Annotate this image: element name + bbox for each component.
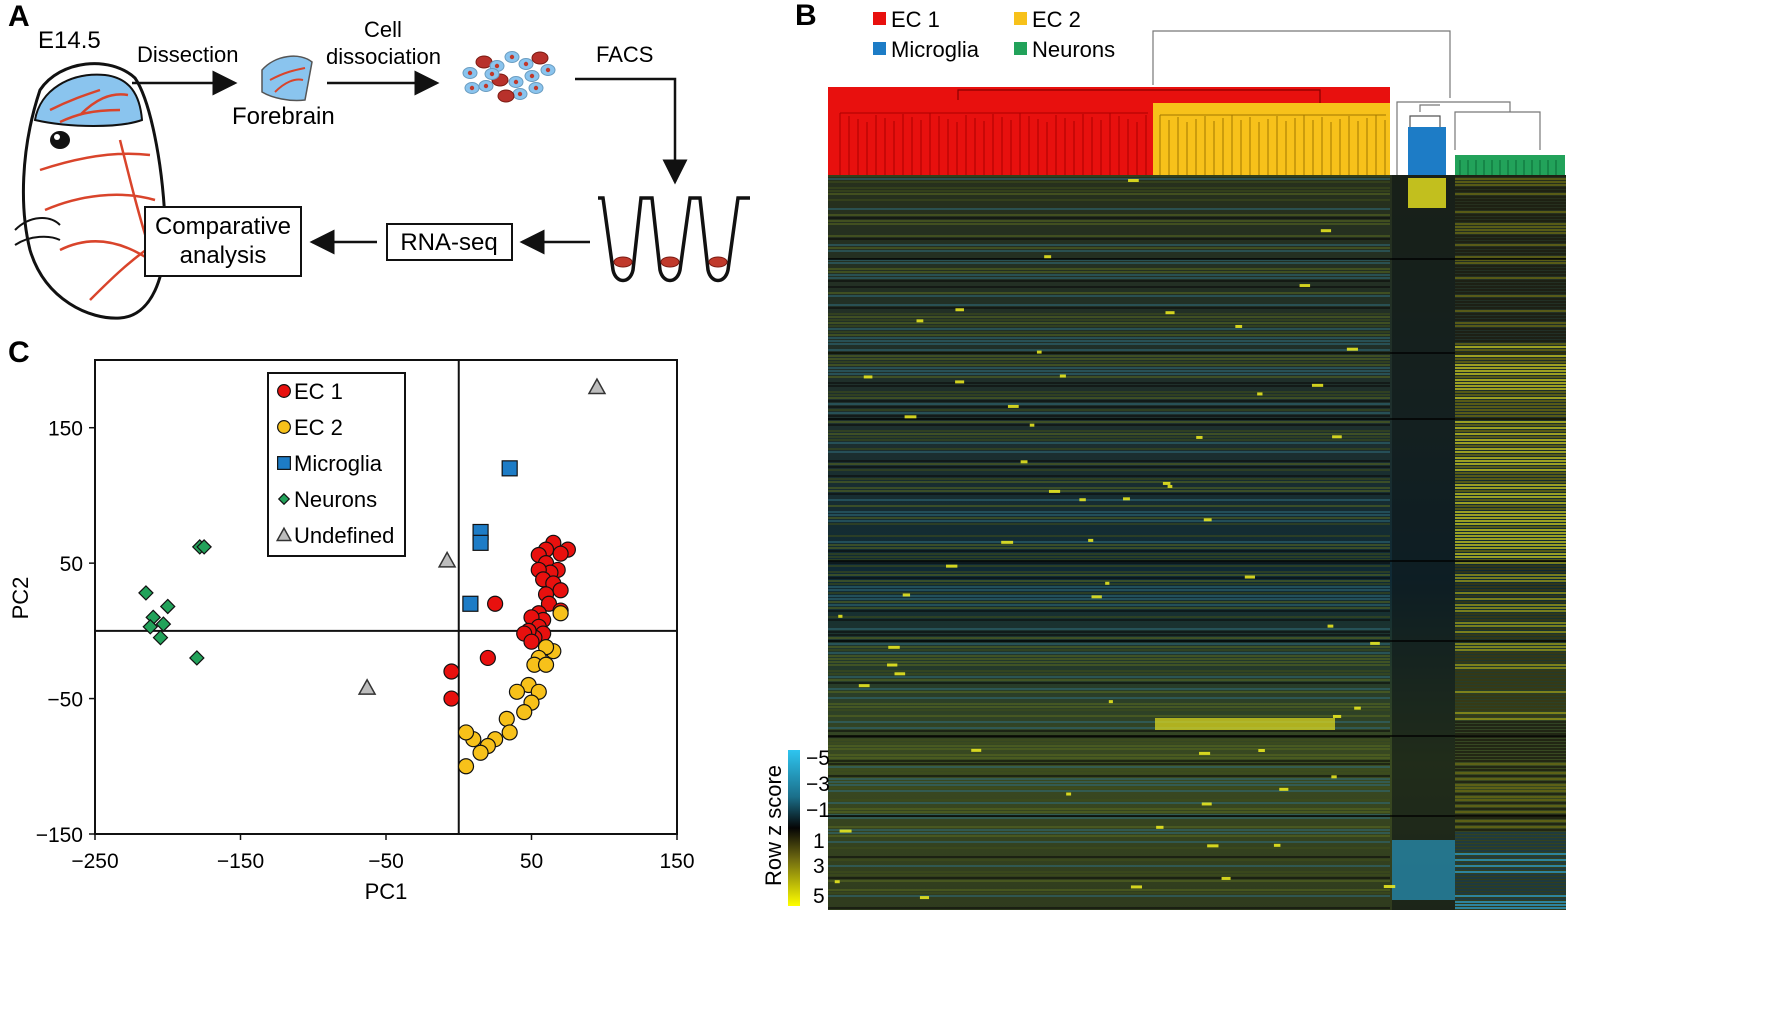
comparative-label-line1: Comparative bbox=[155, 213, 291, 240]
dendrogram-ec2-cluster-block bbox=[1153, 103, 1390, 175]
legend-marker-microglia bbox=[277, 456, 291, 470]
x-axis-label: PC1 bbox=[365, 879, 408, 904]
point-ec-1 bbox=[552, 545, 569, 562]
colorbar-tick: 5 bbox=[813, 885, 825, 908]
y-axis-label: PC2 bbox=[8, 577, 33, 620]
legend-label-undefined: Undefined bbox=[294, 523, 394, 548]
legend-swatch-ec1 bbox=[873, 12, 886, 25]
step-dissection-label: Dissection bbox=[137, 42, 238, 67]
point-neurons bbox=[152, 629, 169, 646]
point-neurons bbox=[142, 618, 159, 635]
comparative-label-line2: analysis bbox=[180, 242, 267, 269]
panel-a-letter: A bbox=[8, 0, 30, 33]
heatmap bbox=[828, 175, 1566, 910]
heatmap-legend: EC 1 EC 2 Microglia Neurons bbox=[873, 7, 1115, 62]
colorbar-title: Row z score bbox=[761, 765, 786, 886]
legend-swatch-neurons bbox=[1014, 42, 1027, 55]
point-neurons bbox=[159, 598, 176, 615]
legend-label-ec1: EC 1 bbox=[891, 7, 940, 32]
rnaseq-label: RNA-seq bbox=[400, 229, 497, 256]
step-cell-label-line2: dissociation bbox=[326, 44, 441, 69]
colorbar: Row z score −5 −3 −1 1 3 5 bbox=[761, 747, 830, 908]
legend-label-microglia: Microglia bbox=[891, 37, 980, 62]
colorbar-tick: 1 bbox=[813, 830, 825, 853]
panel-b-letter: B bbox=[795, 0, 817, 32]
legend-label-ec-2: EC 2 bbox=[294, 415, 343, 440]
panel-a: A E14.5 Dissection Forebrain Cell dissoc… bbox=[8, 0, 750, 320]
colorbar-tick: −5 bbox=[806, 747, 830, 770]
point-microglia bbox=[501, 460, 518, 477]
point-ec-2 bbox=[457, 724, 475, 741]
point-ec-2 bbox=[508, 683, 526, 700]
point-ec-1 bbox=[552, 582, 569, 599]
x-tick-label: −150 bbox=[217, 850, 264, 873]
colorbar-gradient bbox=[788, 750, 800, 906]
age-label: E14.5 bbox=[38, 27, 101, 54]
point-ec-2 bbox=[472, 744, 489, 761]
x-tick-label: −250 bbox=[71, 850, 118, 873]
legend-label-ec2: EC 2 bbox=[1032, 7, 1081, 32]
x-tick-label: 50 bbox=[520, 850, 543, 873]
facs-arrow bbox=[575, 77, 688, 185]
dendrogram-microglia-cluster-block bbox=[1408, 127, 1446, 175]
panel-c: C −250 −150 −50 50 150 −150 −50 50 150 EC 1 EC 2 M… bbox=[8, 336, 695, 904]
y-tick-label: −50 bbox=[47, 689, 83, 712]
point-ec-2 bbox=[501, 724, 518, 741]
y-tick-label: −150 bbox=[36, 824, 83, 847]
point-neurons bbox=[189, 650, 205, 666]
point-undefined bbox=[437, 550, 457, 568]
point-ec-2 bbox=[516, 704, 533, 721]
point-microglia bbox=[472, 534, 489, 551]
x-tick-label: 150 bbox=[659, 850, 694, 873]
legend-swatch-microglia bbox=[873, 42, 886, 55]
point-neurons bbox=[138, 585, 154, 601]
point-ec-2 bbox=[552, 605, 569, 622]
colorbar-tick: −1 bbox=[806, 799, 830, 822]
point-ec-2 bbox=[457, 758, 475, 775]
rnaseq-box bbox=[386, 223, 513, 261]
point-ec-1 bbox=[443, 663, 460, 680]
point-ec-1 bbox=[479, 649, 496, 667]
legend-marker-neurons bbox=[277, 492, 291, 506]
x-tick-label: −50 bbox=[368, 850, 404, 873]
legend-marker-ec-1 bbox=[277, 384, 291, 398]
legend-swatch-ec2 bbox=[1014, 12, 1027, 25]
legend-label-ec-1: EC 1 bbox=[294, 379, 343, 404]
panel-c-letter: C bbox=[8, 336, 30, 369]
plate-wells-icon bbox=[598, 196, 750, 283]
step-cell-label-line1: Cell bbox=[364, 17, 402, 42]
dendrogram bbox=[828, 30, 1565, 175]
point-neurons bbox=[155, 616, 172, 632]
point-ec-1 bbox=[443, 690, 460, 707]
legend-marker-ec-2 bbox=[277, 420, 291, 434]
panel-b: B EC 1 EC 2 Microglia Neurons bbox=[761, 0, 1566, 910]
legend-marker-undefined bbox=[275, 526, 293, 542]
y-tick-label: 50 bbox=[60, 553, 83, 576]
legend-label-microglia: Microglia bbox=[294, 451, 383, 476]
legend-label-neurons: Neurons bbox=[1032, 37, 1115, 62]
y-tick-label: 150 bbox=[48, 418, 83, 441]
point-undefined bbox=[357, 678, 377, 695]
legend-label-neurons: Neurons bbox=[294, 487, 377, 512]
point-microglia bbox=[462, 595, 479, 612]
point-ec-1 bbox=[487, 595, 504, 612]
embryo-illustration: E14.5 bbox=[14, 27, 167, 320]
colorbar-tick: −3 bbox=[806, 773, 830, 796]
scatter-legend: EC 1 EC 2 Microglia Neurons Undefined bbox=[267, 372, 406, 557]
colorbar-tick: 3 bbox=[813, 855, 825, 878]
dendrogram-neurons-cluster-block bbox=[1455, 155, 1565, 175]
point-ec-2 bbox=[498, 710, 515, 727]
point-ec-1 bbox=[523, 633, 540, 650]
point-undefined bbox=[587, 377, 607, 395]
dissociated-cells-icon bbox=[462, 51, 556, 103]
comparative-analysis-box bbox=[144, 206, 302, 277]
forebrain-label: Forebrain bbox=[232, 103, 335, 130]
point-neurons bbox=[196, 539, 212, 555]
forebrain-icon bbox=[261, 55, 313, 102]
point-ec-2 bbox=[537, 656, 555, 673]
step-facs-label: FACS bbox=[596, 42, 653, 67]
